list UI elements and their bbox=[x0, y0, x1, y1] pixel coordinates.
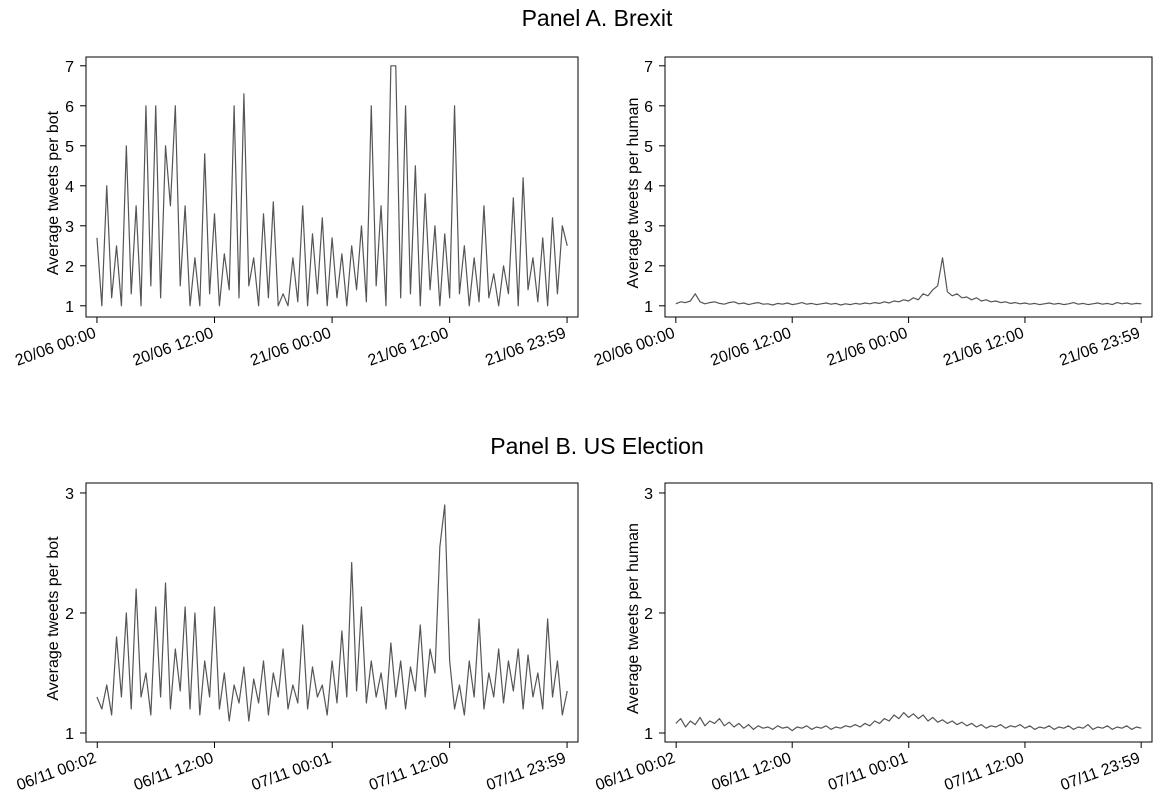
x-tick-label: 21/06 23:59 bbox=[1057, 325, 1142, 370]
panel-title: Panel B. US Election bbox=[490, 433, 704, 459]
y-tick-label: 2 bbox=[644, 606, 653, 623]
data-line bbox=[675, 712, 1142, 732]
x-tick-label: 21/06 23:59 bbox=[483, 325, 568, 370]
y-tick-label: 1 bbox=[644, 299, 653, 316]
y-tick-label: 1 bbox=[65, 726, 74, 743]
y-tick-label: 3 bbox=[644, 219, 653, 236]
x-tick-label: 07/11 00:01 bbox=[249, 750, 333, 795]
x-tick-label: 06/11 00:02 bbox=[15, 750, 99, 795]
x-tick-label: 06/11 00:02 bbox=[593, 750, 677, 795]
y-axis-label: Average tweets per human bbox=[625, 98, 642, 289]
plot-area bbox=[664, 56, 1153, 318]
y-tick-label: 4 bbox=[644, 179, 653, 196]
x-tick-label: 21/06 00:00 bbox=[825, 325, 910, 370]
x-tick-label: 07/11 12:00 bbox=[942, 750, 1026, 795]
y-tick-label: 3 bbox=[65, 486, 74, 503]
data-line bbox=[96, 65, 568, 307]
x-tick-label: 21/06 00:00 bbox=[248, 325, 333, 370]
plot-area bbox=[85, 482, 579, 743]
data-line bbox=[675, 257, 1142, 306]
x-tick-label: 07/11 00:01 bbox=[826, 750, 910, 795]
y-tick-label: 7 bbox=[644, 59, 653, 76]
y-tick-label: 3 bbox=[65, 219, 74, 236]
x-tick-label: 20/06 00:00 bbox=[592, 325, 677, 370]
y-tick-label: 1 bbox=[644, 726, 653, 743]
x-tick-label: 07/11 23:59 bbox=[1058, 750, 1142, 795]
x-tick-label: 20/06 12:00 bbox=[131, 325, 216, 370]
y-tick-label: 2 bbox=[65, 606, 74, 623]
x-tick-label: 21/06 12:00 bbox=[366, 325, 451, 370]
data-line bbox=[96, 504, 568, 722]
y-tick-label: 2 bbox=[644, 259, 653, 276]
y-axis-label: Average tweets per human bbox=[625, 523, 642, 714]
x-tick-label: 20/06 12:00 bbox=[708, 325, 793, 370]
y-tick-label: 1 bbox=[65, 299, 74, 316]
y-tick-label: 7 bbox=[65, 59, 74, 76]
y-tick-label: 6 bbox=[644, 99, 653, 116]
x-tick-label: 07/11 23:59 bbox=[484, 750, 568, 795]
y-tick-label: 6 bbox=[65, 99, 74, 116]
y-tick-label: 3 bbox=[644, 486, 653, 503]
plot-area bbox=[664, 482, 1153, 743]
x-tick-label: 06/11 12:00 bbox=[132, 750, 216, 795]
y-tick-label: 2 bbox=[65, 259, 74, 276]
panel-title: Panel A. Brexit bbox=[522, 5, 673, 31]
x-tick-label: 20/06 00:00 bbox=[13, 325, 98, 370]
x-tick-label: 06/11 12:00 bbox=[709, 750, 793, 795]
y-tick-label: 5 bbox=[644, 139, 653, 156]
y-tick-label: 4 bbox=[65, 179, 74, 196]
plot-area bbox=[85, 56, 579, 318]
y-axis-label: Average tweets per bot bbox=[45, 536, 62, 701]
x-tick-label: 21/06 12:00 bbox=[941, 325, 1026, 370]
y-tick-label: 5 bbox=[65, 139, 74, 156]
x-tick-label: 07/11 12:00 bbox=[367, 750, 451, 795]
y-axis-label: Average tweets per bot bbox=[45, 110, 62, 275]
